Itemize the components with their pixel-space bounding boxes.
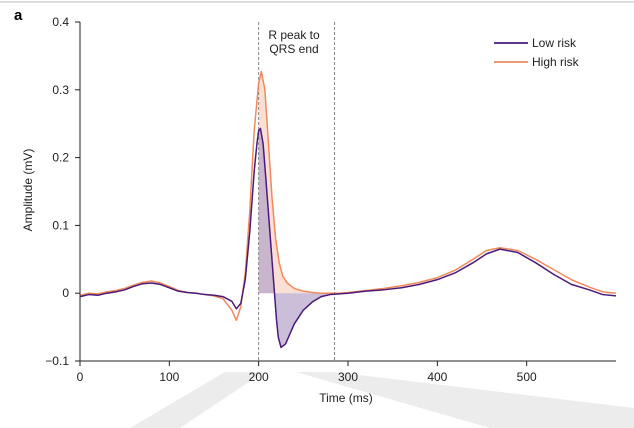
series-line-high-risk (79, 70, 617, 322)
annotation-lines (258, 22, 336, 361)
shaded-areas (258, 71, 335, 348)
zoom-wedge-left (130, 372, 264, 428)
y-tick-label: 0.1 (52, 218, 69, 232)
y-tick-label: 0.4 (52, 15, 69, 29)
x-tick-label: 0 (77, 370, 84, 384)
legend-label-high-risk: High risk (532, 55, 580, 69)
area-fill-low-risk (258, 128, 335, 348)
y-tick-label: 0 (62, 286, 69, 300)
x-axis-title: Time (ms) (319, 391, 373, 405)
axes: −0.1 0 0.1 0.2 0.3 0.4 0 100 200 300 400 500 (45, 15, 616, 384)
annotation-line-2: QRS end (269, 42, 318, 56)
x-tick-label: 100 (159, 370, 179, 384)
y-tick-label: 0.3 (52, 83, 69, 97)
legend: Low risk High risk (494, 36, 580, 69)
y-tick-label: −0.1 (45, 354, 69, 368)
x-tick-label: 200 (249, 370, 269, 384)
x-tick-label: 500 (517, 370, 537, 384)
legend-label-low-risk: Low risk (532, 36, 577, 50)
annotation-line-1: R peak to (268, 28, 320, 42)
zoom-wedge-right (296, 372, 634, 428)
series-lines (79, 70, 617, 349)
panel-label: a (14, 7, 23, 24)
y-tick-label: 0.2 (52, 151, 69, 165)
x-tick-label: 400 (427, 370, 447, 384)
series-line-low-risk (79, 127, 617, 349)
y-axis-title: Amplitude (mV) (21, 149, 35, 232)
x-tick-label: 300 (338, 370, 358, 384)
